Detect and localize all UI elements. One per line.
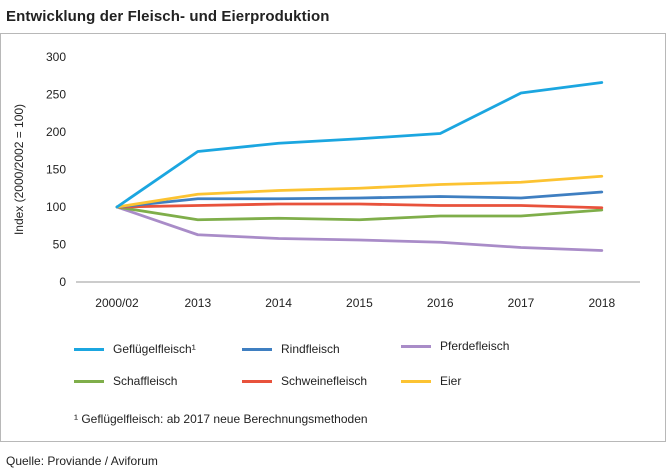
chart-title: Entwicklung der Fleisch- und Eierprodukt… (6, 8, 330, 25)
legend-swatch (74, 379, 104, 383)
legend-label: Eier (440, 374, 462, 388)
source-note: Quelle: Proviande / Aviforum (6, 454, 158, 468)
legend-item: Rindfleisch (242, 342, 340, 356)
legend-label: Schweinefleisch (281, 374, 368, 388)
x-tick-label: 2016 (427, 296, 454, 310)
legend-item: Pferdefleisch (401, 339, 509, 353)
x-tick-label: 2017 (508, 296, 535, 310)
series-line-schaffleisch (115, 205, 604, 222)
y-axis-label: Index (2000/2002 = 100) (12, 104, 26, 235)
y-tick-label: 150 (46, 163, 66, 177)
legend-item: Schaffleisch (74, 374, 177, 388)
y-tick-label: 200 (46, 125, 66, 139)
y-tick-label: 100 (46, 200, 66, 214)
legend-label: Geflügelfleisch¹ (113, 342, 196, 356)
legend-swatch (242, 379, 272, 383)
legend-swatch (242, 347, 272, 351)
legend-swatch (401, 379, 431, 383)
y-tick-label: 0 (59, 275, 66, 289)
legend-item: Schweinefleisch (242, 374, 367, 388)
legend-swatch (401, 344, 431, 348)
chart-frame (0, 33, 666, 442)
x-tick-label: 2000/02 (95, 296, 139, 310)
series-line-eier (115, 174, 604, 209)
x-tick-label: 2018 (588, 296, 615, 310)
legend-swatch (74, 347, 104, 351)
series-line-schweinefleisch (115, 202, 604, 210)
footnote: ¹ Geflügelfleisch: ab 2017 neue Berechnu… (74, 412, 368, 426)
x-tick-label: 2013 (184, 296, 211, 310)
legend-label: Schaffleisch (113, 374, 178, 388)
series-line-pferdefleisch (115, 205, 604, 252)
y-tick-label: 250 (46, 88, 66, 102)
legend-item: Eier (401, 374, 461, 388)
legend-item: Geflügelfleisch¹ (74, 342, 196, 356)
x-tick-label: 2014 (265, 296, 292, 310)
legend-label: Rindfleisch (281, 342, 340, 356)
legend-label: Pferdefleisch (440, 339, 510, 353)
y-tick-label: 50 (53, 238, 67, 252)
y-tick-label: 300 (46, 50, 66, 64)
x-tick-label: 2015 (346, 296, 373, 310)
